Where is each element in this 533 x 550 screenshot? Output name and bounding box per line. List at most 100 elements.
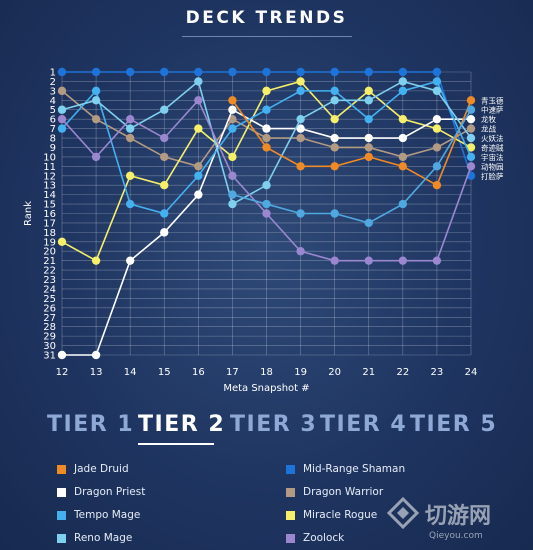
data-point	[228, 67, 237, 77]
data-point	[330, 209, 339, 218]
data-point	[296, 77, 305, 86]
data-point	[194, 77, 203, 86]
data-point	[364, 143, 373, 152]
data-point	[398, 114, 408, 124]
deck-label: 中速萨	[481, 105, 504, 115]
legend-swatch	[286, 533, 295, 543]
tier-tab-4[interactable]: TIER 4	[320, 412, 408, 437]
legend-item: Tempo Mage	[57, 508, 140, 522]
legend-label: Jade Druid	[74, 463, 129, 475]
data-point	[228, 199, 237, 209]
data-point	[91, 256, 101, 265]
data-point	[296, 133, 305, 143]
x-tick-label: 19	[294, 367, 307, 378]
data-point	[57, 350, 67, 360]
data-point	[398, 77, 408, 86]
legend-label: Miracle Rogue	[303, 509, 378, 521]
data-point	[330, 143, 339, 152]
data-point	[57, 124, 67, 133]
y-tick-label: 20	[43, 247, 56, 258]
data-point	[432, 256, 442, 265]
data-point	[228, 152, 237, 162]
y-tick-label: 14	[43, 190, 56, 201]
data-point	[398, 199, 408, 209]
y-tick-label: 2	[50, 77, 56, 88]
legend-item: Miracle Rogue	[286, 508, 377, 522]
data-point	[296, 67, 305, 77]
data-point	[262, 199, 271, 209]
deck-label: 龙战	[481, 124, 496, 134]
data-point	[125, 124, 135, 133]
deck-trends-chart: 1234567891011121314151617181920212223242…	[23, 67, 504, 394]
data-point	[262, 124, 271, 133]
data-point	[432, 181, 442, 190]
active-tier-underline	[138, 443, 214, 445]
tier-tab-5[interactable]: TIER 5	[410, 412, 498, 437]
legend-swatch	[286, 487, 295, 497]
data-point	[125, 67, 135, 77]
data-point	[194, 171, 203, 180]
x-tick-label: 14	[124, 367, 137, 378]
y-tick-label: 19	[43, 237, 56, 248]
data-point	[57, 67, 67, 77]
watermark-url: Qieyou.com	[429, 531, 483, 541]
series-1	[57, 86, 476, 171]
data-point	[364, 67, 373, 77]
data-point	[57, 114, 67, 124]
data-point	[91, 86, 101, 96]
data-point	[57, 105, 67, 114]
series-2	[57, 77, 476, 265]
x-tick-label: 16	[192, 367, 205, 378]
data-point	[330, 67, 339, 77]
y-tick-label: 28	[43, 322, 56, 333]
data-point	[398, 152, 408, 162]
x-axis-label: Meta Snapshot #	[223, 383, 309, 394]
data-point	[262, 86, 271, 96]
x-tick-label: 21	[362, 367, 375, 378]
x-tick-label: 20	[328, 367, 341, 378]
data-point	[364, 96, 373, 105]
y-tick-label: 30	[43, 341, 56, 352]
data-point	[228, 96, 237, 105]
x-tick-label: 12	[56, 367, 69, 378]
data-point	[398, 162, 408, 171]
tier-tab-3[interactable]: TIER 3	[230, 412, 318, 437]
y-tick-label: 23	[43, 275, 56, 286]
legend-swatch	[57, 510, 66, 520]
deck-label: 龙牧	[481, 114, 496, 124]
data-point	[432, 124, 442, 133]
legend-label: Dragon Warrior	[303, 486, 384, 498]
data-point	[91, 114, 101, 124]
data-point	[398, 133, 408, 143]
legend-swatch	[57, 487, 66, 497]
y-tick-label: 11	[43, 162, 56, 173]
data-point	[160, 105, 169, 114]
legend-label: Dragon Priest	[74, 486, 146, 498]
series-5	[57, 77, 476, 209]
data-point	[296, 247, 305, 256]
legend-swatch	[57, 533, 66, 543]
data-point	[432, 67, 442, 77]
data-point	[160, 181, 169, 190]
data-point	[262, 67, 271, 77]
y-tick-label: 25	[43, 294, 56, 305]
tier-tab-1[interactable]: TIER 1	[47, 412, 135, 437]
x-tick-label: 24	[465, 367, 478, 378]
tier-tab-2[interactable]: TIER 2	[138, 412, 226, 437]
data-point	[125, 171, 135, 180]
data-point	[296, 124, 305, 133]
data-point	[194, 190, 203, 199]
data-point	[125, 133, 135, 143]
page-title: DECK TRENDS	[185, 8, 348, 28]
series-7	[228, 96, 476, 190]
data-point	[330, 162, 339, 171]
data-point	[466, 114, 476, 124]
watermark-logo-text: 切游网	[425, 503, 491, 529]
legend-swatch	[57, 464, 66, 474]
y-axis-label: Rank	[23, 201, 34, 226]
data-point	[91, 67, 101, 77]
y-tick-label: 18	[43, 228, 56, 239]
data-point	[296, 86, 305, 96]
y-tick-label: 16	[43, 209, 56, 220]
